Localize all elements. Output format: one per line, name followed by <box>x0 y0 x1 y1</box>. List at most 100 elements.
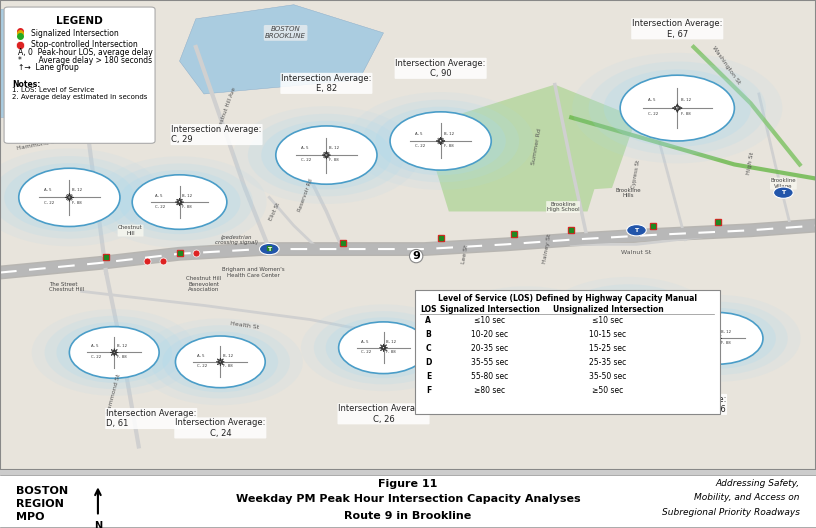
Text: Hammond St: Hammond St <box>107 373 122 414</box>
Text: 35-55 sec: 35-55 sec <box>471 359 508 367</box>
Text: The Street
Chestnut Hill: The Street Chestnut Hill <box>49 281 84 293</box>
Ellipse shape <box>0 148 162 247</box>
Ellipse shape <box>375 107 506 175</box>
Text: Chestnut Hill Ave: Chestnut Hill Ave <box>216 87 237 133</box>
Ellipse shape <box>92 156 267 248</box>
Ellipse shape <box>348 92 534 190</box>
Text: C, 22: C, 22 <box>501 337 512 341</box>
Text: Chestnut Hill
Benevolent
Association: Chestnut Hill Benevolent Association <box>186 276 222 293</box>
Text: 25-35 sec: 25-35 sec <box>589 359 627 367</box>
Ellipse shape <box>162 332 278 392</box>
Text: A, 5: A, 5 <box>648 98 655 102</box>
Text: Stop-controlled Intersection: Stop-controlled Intersection <box>31 40 138 49</box>
Text: B, 12: B, 12 <box>330 146 339 150</box>
Ellipse shape <box>32 309 197 396</box>
Text: Intersection Average:
E, 67: Intersection Average: E, 67 <box>632 19 722 39</box>
Text: B, 12: B, 12 <box>117 344 127 348</box>
Text: D: D <box>425 359 432 367</box>
Circle shape <box>673 313 763 364</box>
Circle shape <box>69 327 159 378</box>
Text: F, 88: F, 88 <box>632 327 641 331</box>
Ellipse shape <box>636 295 800 382</box>
Polygon shape <box>180 5 384 94</box>
Text: A: A <box>425 316 432 325</box>
Text: LOS: LOS <box>420 305 437 315</box>
Text: A, 0  Peak-hour LOS, average delay: A, 0 Peak-hour LOS, average delay <box>18 48 153 57</box>
Text: B, 12: B, 12 <box>386 340 397 344</box>
Text: Washington St: Washington St <box>712 45 741 86</box>
Text: C, 22: C, 22 <box>603 327 614 331</box>
Text: C, 22: C, 22 <box>91 355 102 359</box>
Text: C, 22: C, 22 <box>648 112 659 116</box>
Text: ≥50 sec: ≥50 sec <box>592 386 623 395</box>
Text: T: T <box>634 228 639 233</box>
Text: Brigham and Women's
Health Care Center: Brigham and Women's Health Care Center <box>222 268 284 278</box>
Text: B, 12: B, 12 <box>182 194 193 197</box>
Text: Intersection Average:
C, 90: Intersection Average: C, 90 <box>396 59 486 78</box>
Bar <box>0 470 816 475</box>
Text: Intersection Average:
E, 82: Intersection Average: E, 82 <box>282 73 371 93</box>
Text: B, 12: B, 12 <box>721 330 731 334</box>
Text: A, 5: A, 5 <box>91 344 99 348</box>
Ellipse shape <box>572 53 783 163</box>
Ellipse shape <box>588 61 766 155</box>
Text: C, 22: C, 22 <box>155 205 166 209</box>
Text: Intersection Average:
F, 89: Intersection Average: F, 89 <box>481 394 571 413</box>
Text: Walnut St: Walnut St <box>621 250 652 254</box>
Text: High St: High St <box>746 152 755 175</box>
Text: A, 5: A, 5 <box>43 188 51 192</box>
Text: Intersection Average:
C, 26: Intersection Average: C, 26 <box>339 404 428 423</box>
Circle shape <box>132 175 227 229</box>
Text: Health St: Health St <box>230 321 259 330</box>
Text: B, 12: B, 12 <box>681 98 691 102</box>
Text: N: N <box>94 521 102 528</box>
Circle shape <box>175 336 265 388</box>
Ellipse shape <box>565 291 691 357</box>
Text: Weekday PM Peak Hour Intersection Capacity Analyses: Weekday PM Peak Hour Intersection Capaci… <box>236 494 580 504</box>
Text: MPO: MPO <box>16 512 45 522</box>
Text: F: F <box>426 386 431 395</box>
Text: Cypress St: Cypress St <box>631 159 641 189</box>
Text: T: T <box>267 247 272 251</box>
Circle shape <box>259 243 279 254</box>
Ellipse shape <box>56 322 172 383</box>
Text: Reservoir Rd: Reservoir Rd <box>298 178 314 212</box>
Text: (pedestrian
crossing signal): (pedestrian crossing signal) <box>215 234 258 246</box>
Circle shape <box>276 126 377 184</box>
Circle shape <box>477 305 575 362</box>
Text: Intersection Average:
C, 26: Intersection Average: C, 26 <box>636 395 726 414</box>
Text: F, 88: F, 88 <box>182 205 192 209</box>
Ellipse shape <box>660 308 776 369</box>
Text: ≤10 sec: ≤10 sec <box>592 316 623 325</box>
Ellipse shape <box>151 325 290 399</box>
Ellipse shape <box>450 294 602 374</box>
Text: Brookline
Village: Brookline Village <box>770 178 796 189</box>
Text: Hainey St: Hainey St <box>542 233 552 264</box>
Text: T: T <box>781 190 786 195</box>
Text: Hammond St: Hammond St <box>16 139 58 152</box>
Circle shape <box>579 296 677 353</box>
Text: Chestnut
Hill: Chestnut Hill <box>118 225 143 236</box>
Circle shape <box>774 187 793 199</box>
Ellipse shape <box>552 284 704 364</box>
Text: A, 5: A, 5 <box>501 325 509 329</box>
Text: Signalized Intersection: Signalized Intersection <box>440 305 539 315</box>
Text: REGION: REGION <box>16 499 64 509</box>
Text: Unsignalized Intersection: Unsignalized Intersection <box>552 305 663 315</box>
Ellipse shape <box>118 170 241 234</box>
Ellipse shape <box>463 300 589 367</box>
Text: Level of Service (LOS) Defined by Highway Capacity Manual: Level of Service (LOS) Defined by Highwa… <box>437 294 697 303</box>
Text: Intersection Average:
C, 28: Intersection Average: C, 28 <box>546 384 636 404</box>
Text: 15-25 sec: 15-25 sec <box>589 344 627 353</box>
Ellipse shape <box>233 106 419 204</box>
Ellipse shape <box>362 100 519 182</box>
Text: 20-35 sec: 20-35 sec <box>471 344 508 353</box>
Text: Summer Rd: Summer Rd <box>531 128 543 165</box>
Text: Eliot St: Eliot St <box>268 202 282 222</box>
Text: *       Average delay > 180 seconds: * Average delay > 180 seconds <box>18 55 152 64</box>
Text: C, 22: C, 22 <box>300 158 311 162</box>
Text: C: C <box>426 344 431 353</box>
Polygon shape <box>449 84 636 197</box>
FancyBboxPatch shape <box>4 7 155 143</box>
Text: BOSTON
BROOKLINE: BOSTON BROOKLINE <box>265 26 306 40</box>
